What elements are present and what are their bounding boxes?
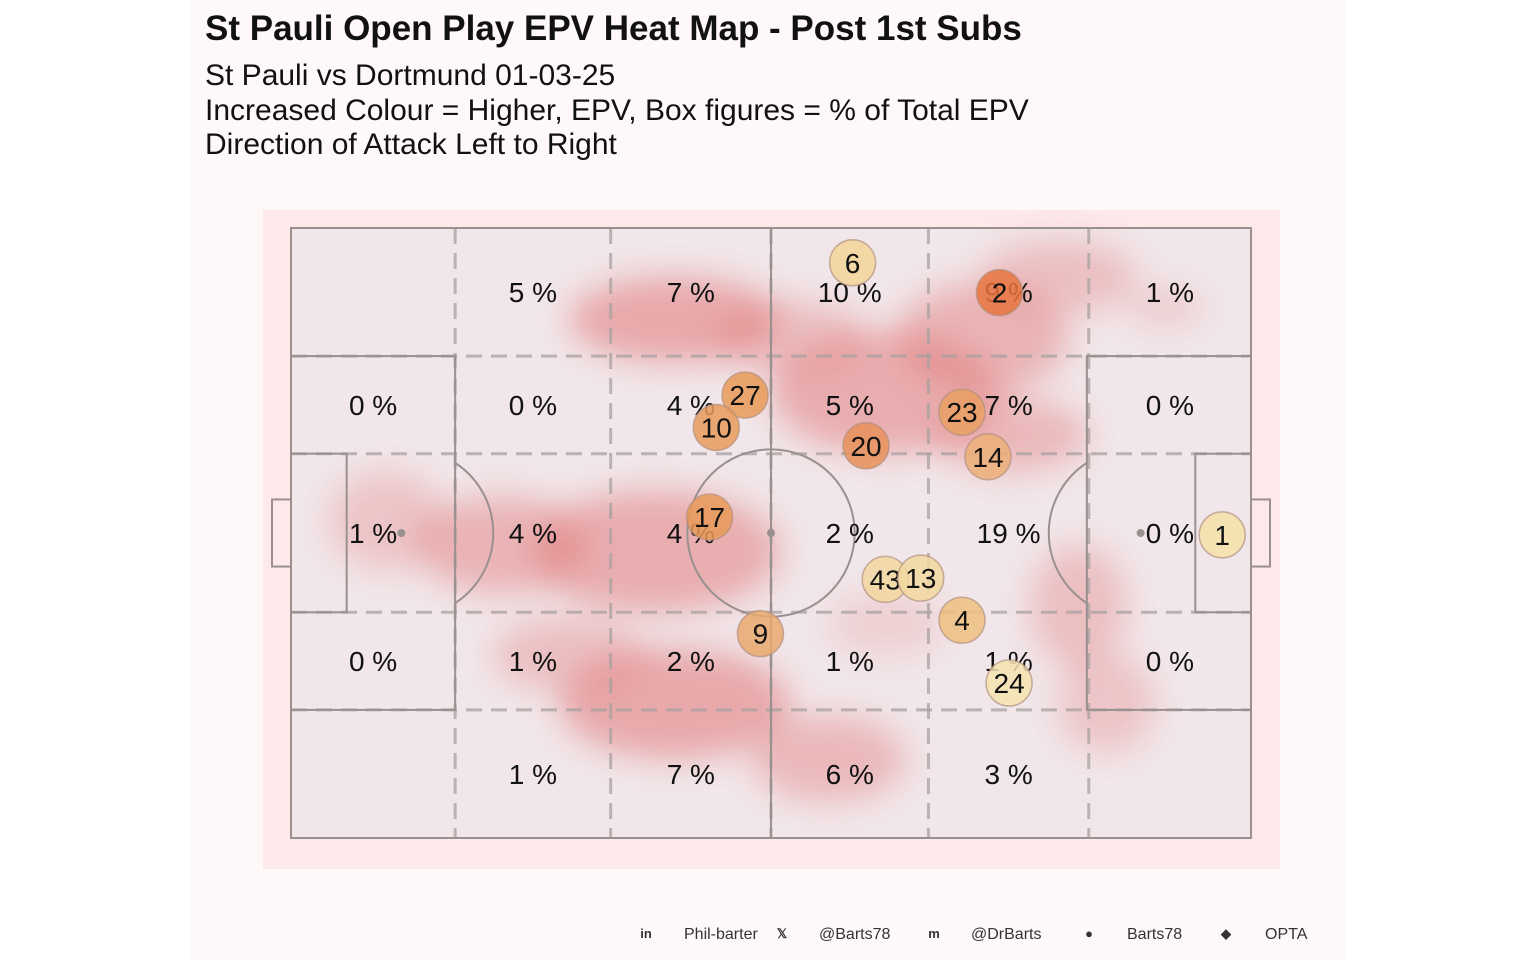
zone-label-r3-c2: 2 % [667,646,715,677]
subtitle-line-1: St Pauli vs Dortmund 01-03-25 [205,59,616,92]
left-goal [271,498,292,568]
player-marker-6 [828,239,877,287]
player-number-13: 13 [905,563,936,594]
zone-label-r4-c3: 6 % [826,759,874,790]
left-penalty-arc [454,462,495,604]
heat-blob-11 [751,716,906,802]
player-23: 23 [938,388,986,436]
player-number-17: 17 [694,502,725,533]
zone-label-r3-c5: 0 % [1146,646,1194,677]
left-penalty-spot [397,529,406,537]
right-goal [1250,498,1271,568]
heat-blob-12 [1030,545,1127,668]
zone-label-r0-c1: 5 % [509,277,557,308]
player-4: 4 [938,596,986,644]
player-6: 6 [828,239,877,287]
zone-label-r3-c3: 1 % [826,646,874,677]
heat-blob-7 [415,496,589,594]
player-marker-9 [736,609,785,658]
zone-label-r2-c5: 0 % [1146,518,1194,549]
player-1: 1 [1198,511,1246,559]
player-20: 20 [842,422,890,470]
zone-label-r1-c0: 0 % [349,390,397,421]
player-marker-20 [842,422,890,470]
player-43: 43 [861,555,909,604]
zone-label-r1-c3: 5 % [826,390,874,421]
player-marker-23 [938,388,986,436]
centre-spot [767,529,775,537]
right-penalty-arc [1047,462,1088,604]
player-10: 10 [692,403,741,452]
zone-label-r2-c4: 19 % [977,518,1041,549]
heat-blob-4 [895,282,1069,393]
player-marker-13 [897,554,945,602]
chart-title: St Pauli Open Play EPV Heat Map - Post 1… [205,9,1022,48]
zone-label-r4-c2: 7 % [667,759,715,790]
player-number-23: 23 [946,397,977,428]
player-number-24: 24 [994,668,1025,699]
heat-blob-13 [1059,655,1155,753]
zone-label-r4-c1: 1 % [509,759,557,790]
player-number-10: 10 [701,412,732,443]
zone-label-r1-c1: 0 % [509,390,557,421]
zone-label-r4-c4: 3 % [984,759,1032,790]
player-number-4: 4 [954,605,970,636]
zone-label-r2-c0: 1 % [349,518,397,549]
player-9: 9 [736,609,785,658]
player-number-14: 14 [972,442,1003,473]
zone-label-r0-c5: 1 % [1146,277,1194,308]
player-27: 27 [721,371,769,419]
player-number-2: 2 [992,278,1008,309]
zone-label-r1-c4: 7 % [984,390,1032,421]
heat-blob-16 [828,594,944,655]
heat-blob-10 [492,618,647,692]
player-marker-4 [938,596,986,644]
player-24: 24 [985,659,1033,707]
player-13: 13 [897,554,945,602]
player-14: 14 [964,433,1012,481]
subtitle-line-3: Direction of Attack Left to Right [205,128,617,161]
player-marker-1 [1198,511,1246,559]
zone-label-r1-c5: 0 % [1146,390,1194,421]
heat-blob-15 [1126,289,1203,326]
player-marker-24 [985,659,1033,707]
player-marker-17 [685,493,734,541]
player-number-43: 43 [870,564,901,595]
player-number-6: 6 [845,248,861,279]
player-marker-10 [692,403,741,452]
right-penalty-spot [1136,529,1145,537]
zone-label-r3-c1: 1 % [509,646,557,677]
subtitle-line-2: Increased Colour = Higher, EPV, Box figu… [205,94,1029,127]
player-17: 17 [685,493,734,541]
player-number-1: 1 [1214,520,1230,551]
player-2: 2 [975,268,1024,317]
zone-labels: 5 %7 %10 %9 %1 %0 %0 %4 %5 %7 %0 %1 %4 %… [349,277,1194,790]
zone-label-r2-c1: 4 % [509,518,557,549]
player-marker-2 [975,268,1024,317]
player-number-27: 27 [730,380,761,411]
zone-label-r2-c3: 2 % [826,518,874,549]
zone-label-r3-c0: 0 % [349,646,397,677]
player-marker-27 [721,371,769,419]
heat-blob-8 [329,472,445,570]
player-number-9: 9 [753,619,769,650]
player-number-20: 20 [850,431,881,462]
zone-label-r0-c2: 7 % [667,277,715,308]
player-marker-14 [964,433,1012,481]
